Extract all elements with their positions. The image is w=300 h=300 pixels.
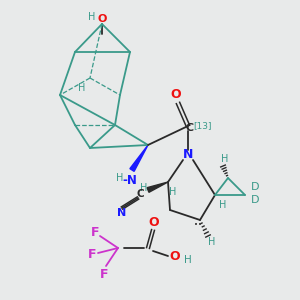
Text: H: H xyxy=(169,187,177,197)
Text: O: O xyxy=(97,14,107,24)
Text: H: H xyxy=(78,83,86,93)
Text: F: F xyxy=(91,226,99,239)
Text: H: H xyxy=(140,183,148,193)
Text: O: O xyxy=(171,88,181,101)
Text: C: C xyxy=(186,123,194,133)
Text: H: H xyxy=(221,154,229,164)
Text: D: D xyxy=(251,182,259,192)
Text: O: O xyxy=(170,250,180,263)
Text: C: C xyxy=(136,189,144,199)
Text: H: H xyxy=(88,12,96,22)
Text: F: F xyxy=(88,248,96,262)
Text: O: O xyxy=(149,217,159,230)
Text: F: F xyxy=(100,268,108,281)
Polygon shape xyxy=(147,182,168,192)
Text: N: N xyxy=(117,208,127,218)
Text: H: H xyxy=(219,200,227,210)
Text: N: N xyxy=(183,148,193,161)
Text: D: D xyxy=(251,195,259,205)
Text: [13]: [13] xyxy=(194,122,212,130)
Text: H: H xyxy=(116,173,124,183)
Text: H: H xyxy=(184,255,192,265)
Text: ••: •• xyxy=(194,222,202,228)
Polygon shape xyxy=(130,145,148,171)
Text: H: H xyxy=(208,237,216,247)
Text: -N: -N xyxy=(123,173,137,187)
